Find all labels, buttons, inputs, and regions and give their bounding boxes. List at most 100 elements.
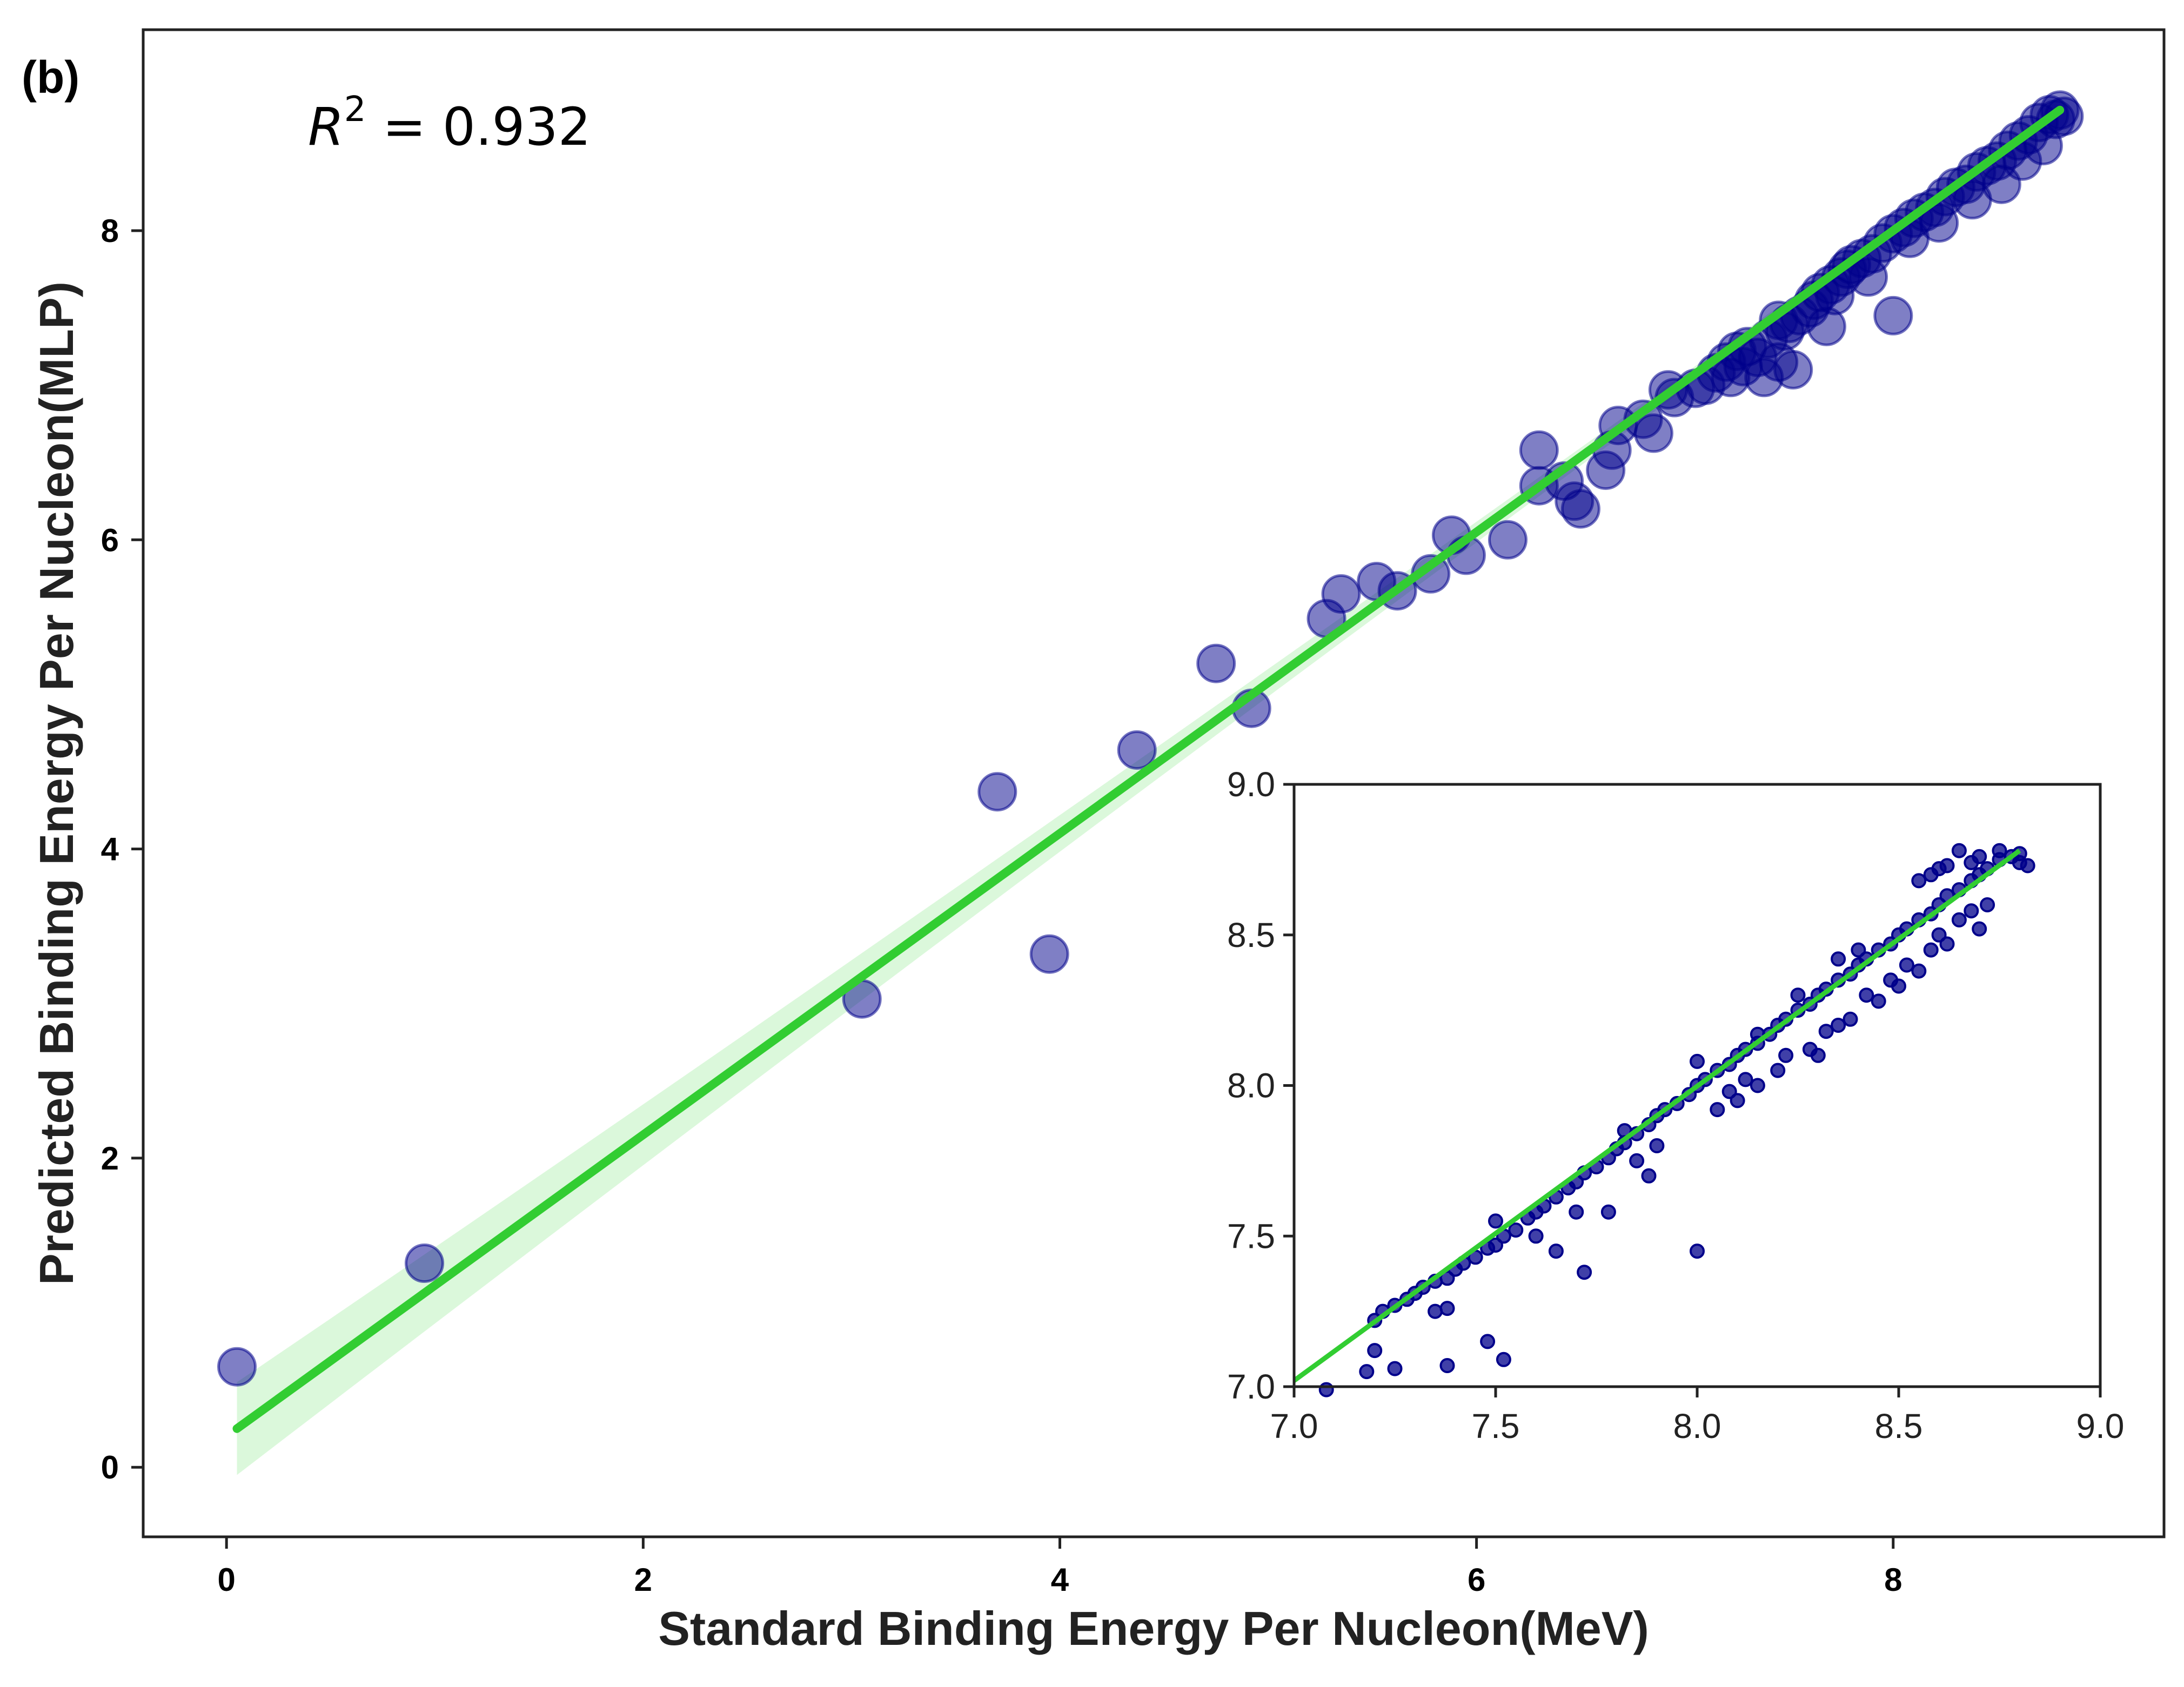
data-point — [1560, 489, 1600, 529]
inset-data-point — [1367, 1343, 1383, 1359]
inset-x-tick-label: 8.5 — [1875, 1407, 1923, 1446]
inset-data-point — [1790, 987, 1806, 1003]
y-tick-label: 0 — [101, 1449, 119, 1486]
y-tick-label: 2 — [101, 1140, 119, 1177]
r2-exponent: 2 — [344, 90, 366, 130]
inset-data-point — [1690, 1053, 1705, 1069]
data-point — [217, 1347, 257, 1387]
main-x-ticks: 0 2 4 6 8 — [218, 1537, 1902, 1598]
inset-data-point — [1939, 858, 1955, 873]
data-point — [1488, 520, 1528, 560]
inset-data-point — [1496, 1352, 1511, 1367]
inset-x-tick-label: 7.5 — [1472, 1407, 1520, 1446]
y-tick-label: 6 — [101, 522, 119, 558]
data-point — [1321, 574, 1361, 614]
inset-data-point — [1923, 942, 1939, 958]
r-squared-annotation: R2 = 0.932 — [308, 90, 591, 157]
inset-y-tick-label: 8.0 — [1227, 1066, 1275, 1105]
data-point — [405, 1244, 444, 1283]
inset-y-tick-label: 8.5 — [1227, 916, 1275, 955]
x-tick-label: 4 — [1051, 1562, 1069, 1598]
x-tick-label: 6 — [1468, 1562, 1485, 1598]
inset-data-point — [1488, 1213, 1503, 1229]
x-tick-label: 0 — [218, 1562, 236, 1598]
inset-data-point — [2020, 858, 2035, 873]
inset-data-point — [1810, 1047, 1826, 1063]
inset-data-point — [1972, 921, 1987, 937]
inset-data-point — [1548, 1244, 1564, 1259]
data-point — [1117, 730, 1157, 770]
data-point — [977, 772, 1017, 812]
inset-data-point — [1428, 1303, 1443, 1319]
inset-data-point — [1951, 843, 1967, 858]
inset-y-tick-label: 9.0 — [1227, 765, 1275, 804]
y-tick-label: 8 — [101, 213, 119, 249]
inset-data-point — [1750, 1078, 1765, 1093]
data-point — [1633, 413, 1673, 453]
inset-data-point — [1871, 993, 1886, 1009]
y-axis-label: Predicted Binding Energy Per Nucleon(MLP… — [30, 281, 83, 1285]
inset-data-point — [1939, 936, 1955, 952]
inset-data-point — [1818, 1024, 1834, 1039]
r2-value: = 0.932 — [366, 97, 591, 157]
inset-data-point — [1629, 1153, 1645, 1168]
inset-data-point — [1859, 987, 1874, 1003]
main-plot-frame — [142, 28, 2166, 1538]
inset-fit-line — [1292, 849, 2021, 1383]
inset-data-point — [1980, 897, 1995, 912]
inset-data-point — [1387, 1361, 1403, 1376]
inset-data-point — [1480, 1334, 1496, 1349]
x-tick-label: 8 — [1884, 1562, 1902, 1598]
inset-data-point — [1951, 912, 1967, 927]
inset-data-point — [1891, 978, 1906, 994]
inset-data-point — [1770, 1063, 1786, 1078]
inset-data-point — [1710, 1102, 1725, 1118]
inset-x-tick-label: 8.0 — [1673, 1407, 1721, 1446]
inset-data-point — [1899, 957, 1914, 973]
inset-data-point — [1911, 873, 1927, 889]
inset-data-point — [1439, 1301, 1455, 1316]
inset-data-point — [1359, 1364, 1375, 1380]
data-point — [1773, 350, 1813, 389]
data-point — [1196, 643, 1236, 683]
inset-data-point — [1569, 1204, 1584, 1220]
inset-x-tick-label: 9.0 — [2076, 1407, 2125, 1446]
inset-data-point — [1508, 1222, 1524, 1238]
inset-data-point — [1600, 1204, 1616, 1220]
inset-data-point — [1851, 942, 1866, 958]
inset-data-point — [1690, 1244, 1705, 1259]
inset-data-point — [1439, 1358, 1455, 1373]
inset-y-tick-label: 7.5 — [1227, 1216, 1275, 1255]
inset-data-point — [1730, 1093, 1745, 1108]
inset-data-point — [1831, 1018, 1846, 1033]
main-y-ticks: 0 2 4 6 8 — [101, 213, 143, 1486]
x-axis-label: Standard Binding Energy Per Nucleon(MeV) — [658, 1602, 1649, 1655]
fit-line — [232, 105, 2065, 1433]
inset-data-point — [1964, 855, 1979, 870]
panel-label: (b) — [22, 52, 79, 103]
inset-data-point — [1738, 1072, 1753, 1087]
inset-data-point — [1649, 1138, 1665, 1153]
inset-x-ticks: 7.0 7.5 8.0 8.5 9.0 — [1270, 1387, 2125, 1446]
inset-data-point — [1992, 843, 2007, 858]
y-tick-label: 4 — [101, 831, 119, 868]
inset-data-point — [1923, 867, 1939, 883]
data-point — [1873, 295, 1913, 335]
r2-symbol: R — [308, 97, 344, 157]
inset-data-point — [1831, 951, 1846, 967]
data-point — [1519, 430, 1559, 470]
inset-data-point — [1577, 1265, 1592, 1280]
inset-data-point — [1528, 1228, 1544, 1244]
data-point — [1029, 934, 1069, 974]
x-tick-label: 2 — [634, 1562, 652, 1598]
inset-data-point — [1641, 1168, 1657, 1184]
inset-data-point — [1964, 903, 1979, 919]
main-fit-line-group — [232, 105, 2065, 1433]
inset-fit-line-group — [1292, 849, 2021, 1383]
inset-data-point — [1843, 1011, 1858, 1027]
inset-data-point — [1911, 963, 1927, 979]
inset-x-tick-label: 7.0 — [1270, 1407, 1318, 1446]
inset-y-ticks: 7.0 7.5 8.0 8.5 9.0 — [1227, 765, 1294, 1406]
inset-data-point — [1318, 1382, 1334, 1397]
